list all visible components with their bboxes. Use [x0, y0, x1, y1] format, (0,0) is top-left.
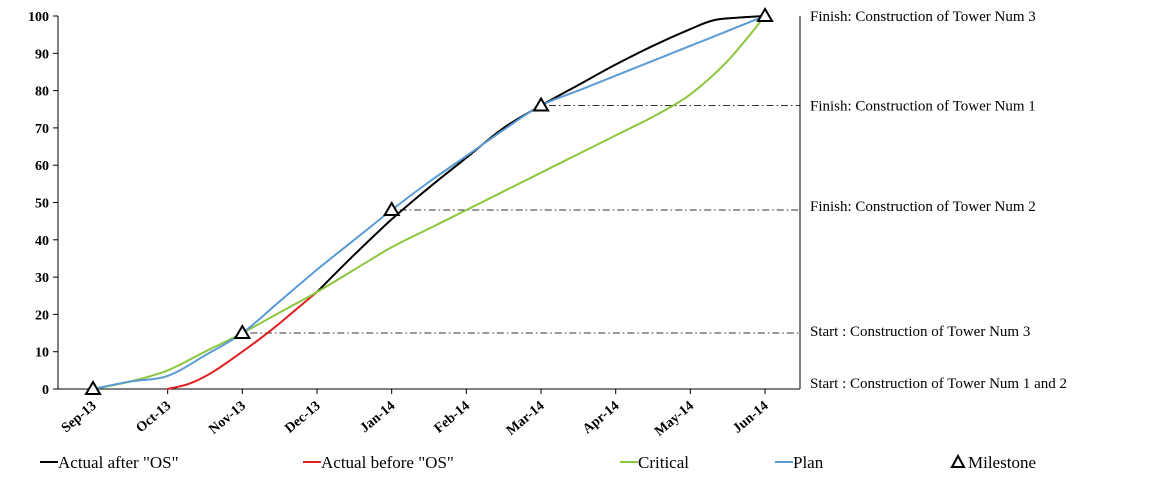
legend-item: Milestone: [950, 453, 1036, 472]
y-tick-label: 100: [28, 10, 49, 25]
y-tick-label: 30: [35, 271, 49, 286]
y-tick-label: 20: [35, 308, 49, 323]
legend-item: Plan: [775, 453, 824, 472]
x-tick-label: Sep-13: [59, 399, 100, 436]
series-line-1: [166, 291, 318, 390]
x-axis-ticks: Sep-13 Oct-13 Nov-13 Dec-13 Jan-14 Feb-14 Mar-…: [59, 389, 772, 440]
y-tick-label: 70: [35, 122, 49, 137]
legend-item: Critical: [620, 453, 689, 472]
y-tick-label: 0: [42, 383, 49, 398]
y-tick-label: 90: [35, 47, 49, 62]
legend-label: Actual before "OS": [321, 453, 454, 472]
milestone-annotation: Finish: Construction of Tower Num 1: [810, 99, 1036, 115]
y-tick-label: 10: [35, 346, 49, 361]
legend-item: Actual after "OS": [40, 453, 179, 472]
legend-swatch-milestone: [950, 453, 966, 468]
milestone-annotation: Finish: Construction of Tower Num 2: [810, 199, 1036, 215]
y-tick-label: 40: [35, 234, 49, 249]
x-tick-label: Jun-14: [730, 399, 771, 437]
legend-item: Actual before "OS": [303, 453, 454, 472]
milestone-marker: [233, 324, 252, 340]
milestone-annotation: Start : Construction of Tower Num 3: [810, 324, 1030, 340]
legend-label: Plan: [793, 453, 824, 472]
y-tick-label: 80: [35, 85, 49, 100]
milestone-annotation: Finish: Construction of Tower Num 3: [810, 9, 1036, 25]
milestone-marker: [532, 96, 550, 112]
y-tick-label: 50: [35, 197, 49, 212]
y-axis-ticks: 0 10 20 30 40 50 60 70 80 90 100: [28, 10, 58, 398]
legend-label: Actual after "OS": [58, 453, 179, 472]
x-tick-label: Jan-14: [358, 399, 399, 436]
legend-label: Critical: [638, 453, 689, 472]
x-tick-label: Dec-13: [282, 399, 323, 437]
milestone-marker: [84, 380, 102, 395]
milestone-droplines: [250, 105, 800, 334]
milestone-annotations: Finish: Construction of Tower Num 3 Finis…: [810, 9, 1067, 392]
x-tick-label: Mar-14: [504, 399, 548, 439]
legend: Actual after "OS" Actual before "OS" Criti…: [40, 453, 1036, 472]
milestone-marker: [382, 200, 401, 216]
legend-label: Milestone: [968, 453, 1036, 472]
series-line-2: [92, 15, 766, 390]
x-tick-label: Feb-14: [432, 399, 473, 437]
x-tick-label: Oct-13: [134, 399, 175, 436]
x-tick-label: Apr-14: [580, 399, 622, 438]
series-line-0: [316, 15, 766, 293]
x-tick-label: Nov-13: [206, 399, 248, 438]
milestone-markers: [84, 7, 774, 395]
x-tick-label: May-14: [652, 399, 697, 440]
series-line-3: [92, 15, 766, 390]
series-lines: [92, 15, 766, 390]
y-tick-label: 60: [35, 159, 49, 174]
milestone-marker: [756, 7, 774, 22]
milestone-annotation: Start : Construction of Tower Num 1 and …: [810, 376, 1067, 392]
